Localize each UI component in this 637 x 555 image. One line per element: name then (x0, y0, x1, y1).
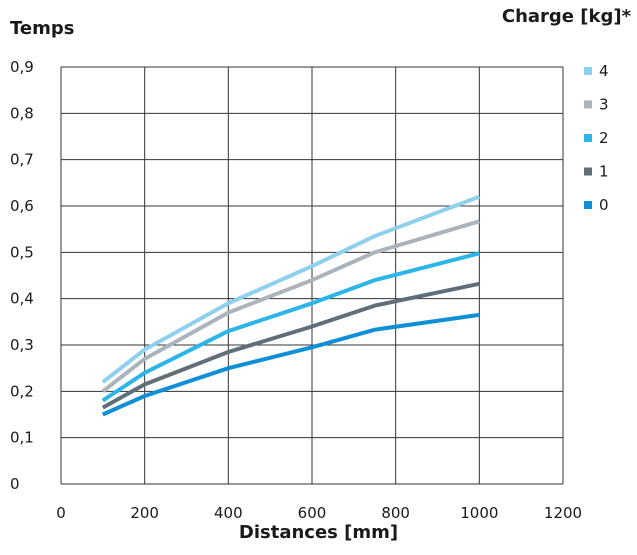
legend-label: 4 (599, 62, 609, 80)
x-tick-label: 800 (381, 504, 410, 522)
legend-swatch (584, 201, 592, 209)
x-tick-label: 200 (130, 504, 159, 522)
legend-swatch (584, 100, 592, 109)
y-tick-label: 0,3 (10, 336, 34, 354)
legend-swatch (584, 134, 592, 142)
x-tick-label: 1000 (460, 504, 498, 522)
legend-label: 2 (599, 129, 609, 147)
y-tick-label: 0,9 (10, 58, 34, 76)
x-axis-label: Distances [mm] (238, 522, 399, 543)
legend-swatch (584, 167, 592, 176)
y-tick-label: 0,5 (10, 243, 34, 261)
series-line (101, 312, 480, 417)
series-line (101, 219, 480, 393)
y-tick-label: 0,1 (10, 429, 34, 447)
legend-title: Charge [kg]* (501, 6, 631, 27)
series-line (101, 281, 480, 410)
legend-swatch (584, 67, 592, 75)
x-tick-label: 0 (56, 504, 66, 522)
y-tick-label: 0,6 (10, 197, 34, 215)
x-tick-label: 1200 (544, 504, 582, 522)
series-line (101, 251, 480, 403)
y-axis-label: Temps (10, 18, 75, 39)
y-tick-label: 0 (10, 475, 20, 493)
y-tick-label: 0,8 (10, 104, 34, 122)
legend-label: 1 (599, 163, 609, 181)
y-tick-label: 0,2 (10, 382, 34, 400)
x-tick-label: 400 (214, 504, 243, 522)
legend-label: 3 (599, 96, 609, 114)
series-line (101, 194, 481, 384)
y-tick-label: 0,4 (10, 290, 34, 308)
y-tick-label: 0,7 (10, 151, 34, 169)
legend-label: 0 (599, 196, 609, 214)
x-tick-label: 600 (298, 504, 327, 522)
